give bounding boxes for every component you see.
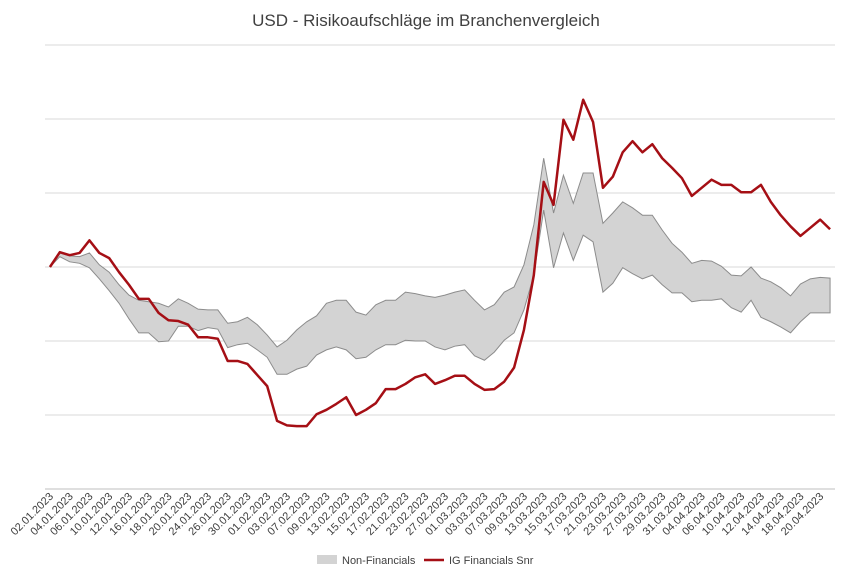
legend-swatch [317,555,337,564]
legend-label: IG Financials Snr [449,555,534,567]
band-area [49,158,831,375]
chart-title: USD - Risikoaufschläge im Branchenvergle… [252,11,600,30]
legend-label: Non-Financials [342,555,416,567]
series-line [48,98,831,428]
